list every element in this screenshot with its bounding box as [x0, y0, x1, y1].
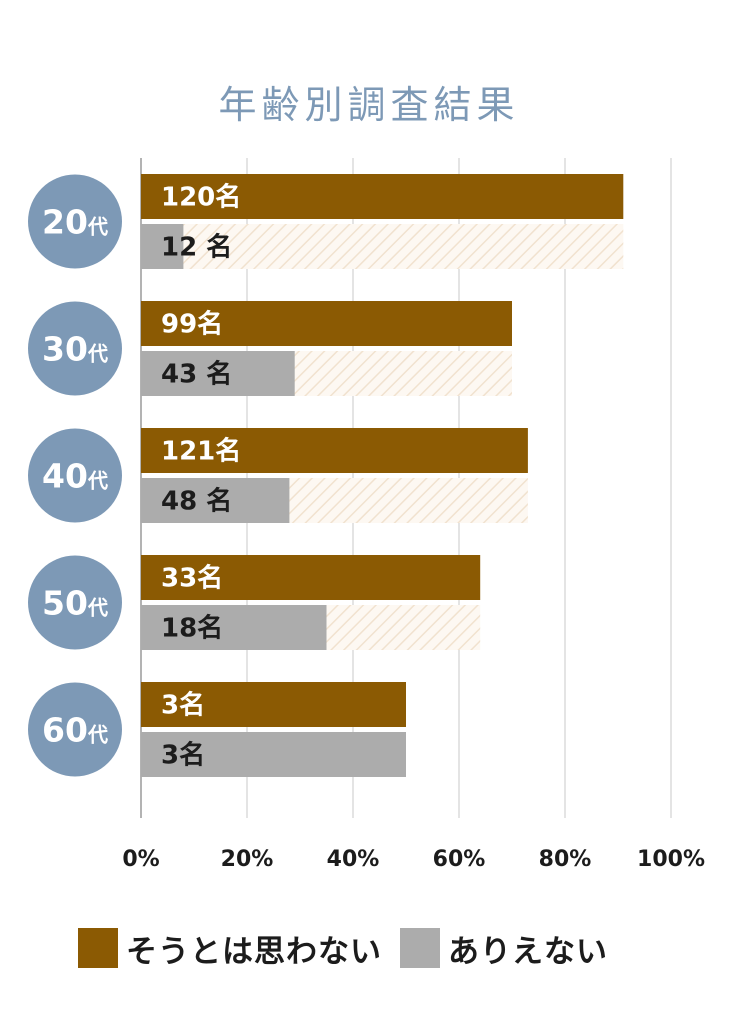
- bar-ありえない-60代: [141, 732, 406, 777]
- age-badge-60代: 60代: [28, 682, 122, 777]
- age-badge-30代: 30代: [28, 301, 122, 396]
- bar-label-そうとは思わない-40代: 121名: [161, 436, 241, 467]
- x-axis-ticks: 0% 20% 40% 60% 80% 100%: [122, 847, 705, 872]
- bars: 120名 12 名 99名 43 名 121名 48 名 33名 18名 3名 3名: [141, 174, 624, 777]
- chart-title: 年齢別調査結果: [218, 83, 520, 127]
- bar-label-そうとは思わない-30代: 99名: [161, 309, 223, 340]
- bar-そうとは思わない-20代: [141, 174, 624, 219]
- bar-ありえない-30代: [141, 351, 295, 396]
- bar-そうとは思わない-30代: [141, 301, 512, 346]
- legend-swatch-そうとは思わない: [78, 928, 118, 968]
- legend-label-1: ありえない: [448, 933, 608, 970]
- bar-ありえない-40代: [141, 478, 290, 523]
- x-tick-label-20: 20%: [221, 847, 274, 872]
- age-badge-label-40代: 40代: [42, 457, 108, 496]
- age-badge-circle-40代: [28, 428, 122, 523]
- bar-label-そうとは思わない-50代: 33名: [161, 563, 223, 594]
- bar-ありえない-50代: [141, 605, 327, 650]
- age-badge-circle-50代: [28, 555, 122, 650]
- legend-label-0: そうとは思わない: [126, 933, 382, 970]
- age-badge-label-20代: 20代: [42, 203, 108, 242]
- hatch-background-20代: [141, 224, 624, 269]
- age-badge-20代: 20代: [28, 174, 122, 269]
- bar-そうとは思わない-60代: [141, 682, 406, 727]
- age-badge-circle-20代: [28, 174, 122, 269]
- bar-label-そうとは思わない-60代: 3名: [161, 690, 205, 721]
- bar-label-ありえない-30代: 43 名: [161, 359, 232, 390]
- bar-そうとは思わない-50代: [141, 555, 481, 600]
- age-badge-label-60代: 60代: [42, 711, 108, 750]
- bar-label-ありえない-50代: 18名: [161, 613, 223, 644]
- age-badge-40代: 40代: [28, 428, 122, 523]
- age-badge-circle-60代: [28, 682, 122, 777]
- age-badge-50代: 50代: [28, 555, 122, 650]
- bar-label-ありえない-60代: 3名: [161, 740, 205, 771]
- x-tick-label-40: 40%: [327, 847, 380, 872]
- legend: そうとは思わない ありえない: [78, 926, 626, 970]
- bar-label-ありえない-20代: 12 名: [161, 232, 232, 263]
- bar-ありえない-20代: [141, 224, 184, 269]
- age-badge-label-30代: 30代: [42, 330, 108, 369]
- x-tick-label-100: 100%: [637, 847, 705, 872]
- x-tick-label-60: 60%: [433, 847, 486, 872]
- age-badges: 20代 30代 40代 50代 60代: [28, 174, 122, 777]
- bar-label-ありえない-40代: 48 名: [161, 486, 232, 517]
- x-tick-label-80: 80%: [539, 847, 592, 872]
- age-badge-label-50代: 50代: [42, 584, 108, 623]
- age-badge-circle-30代: [28, 301, 122, 396]
- legend-swatch-ありえない: [400, 928, 440, 968]
- bar-そうとは思わない-40代: [141, 428, 528, 473]
- x-tick-label-0: 0%: [122, 847, 159, 872]
- bar-label-そうとは思わない-20代: 120名: [161, 182, 241, 213]
